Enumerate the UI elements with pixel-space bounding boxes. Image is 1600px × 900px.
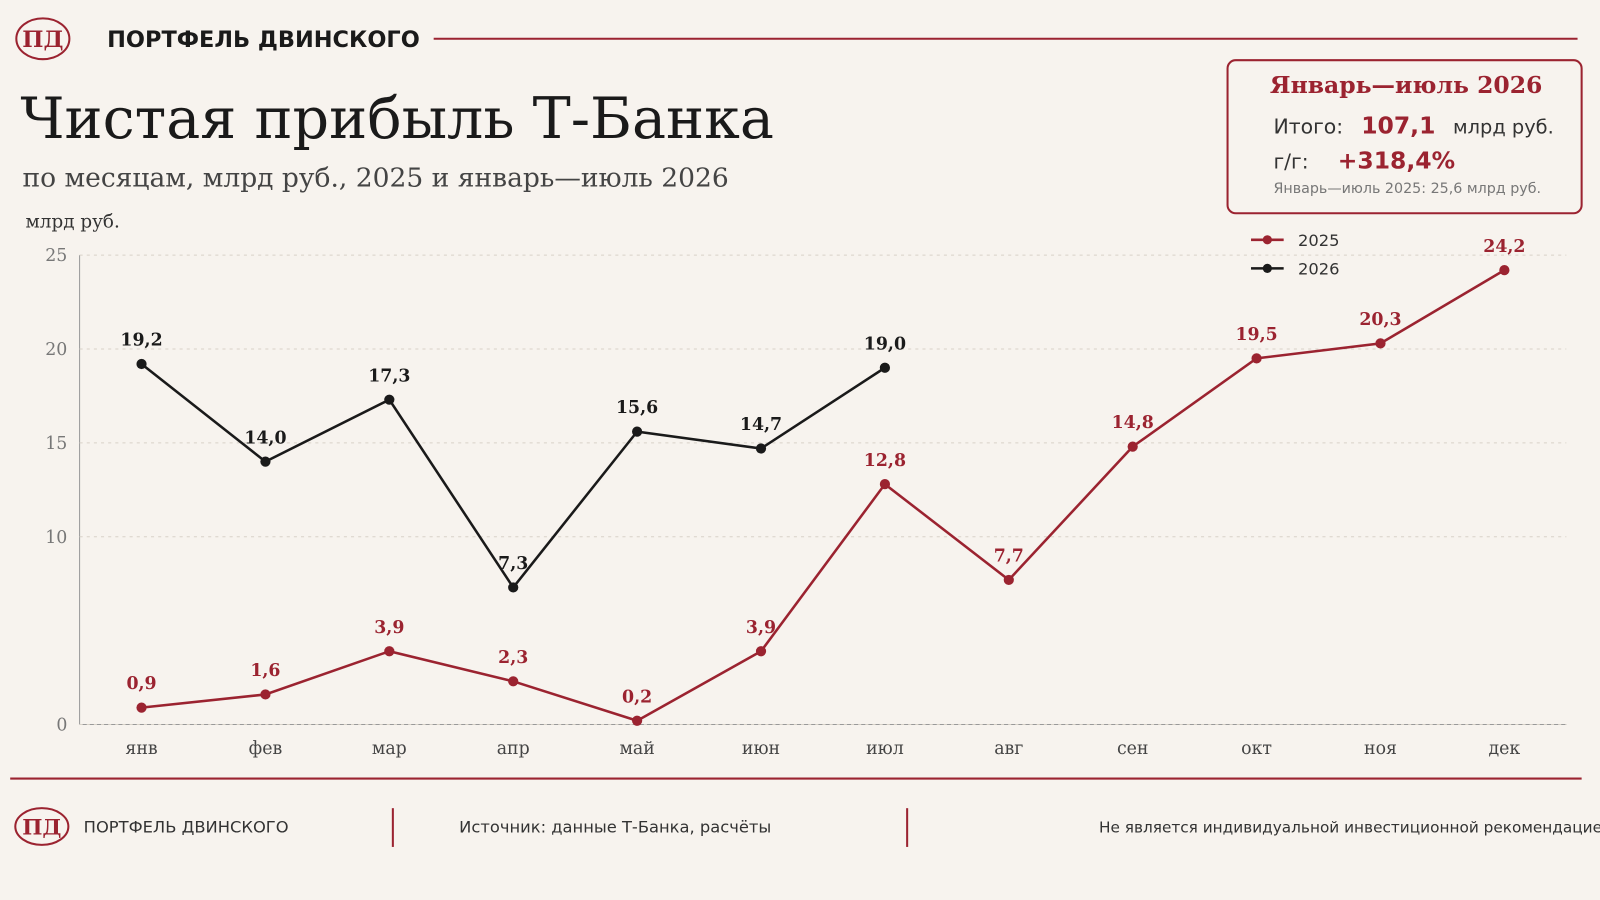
legend-marker: [1262, 263, 1272, 273]
data-label: 3,9: [746, 618, 776, 638]
x-tick-label: июл: [866, 739, 904, 759]
footer-logo: ПД: [22, 816, 61, 841]
x-tick-label: авг: [994, 739, 1023, 759]
data-label: 0,9: [126, 674, 156, 694]
point: [1003, 574, 1014, 586]
point: [1127, 441, 1138, 452]
yoy-value: +318,4%: [1338, 146, 1455, 174]
point: [384, 394, 395, 405]
point: [1251, 353, 1262, 364]
data-label: 0,2: [622, 687, 652, 707]
total-value: 107,1: [1361, 112, 1435, 140]
total-unit: млрд руб.: [1453, 116, 1554, 139]
data-label: 14,7: [740, 415, 782, 435]
chart-subtitle: по месяцам, млрд руб., 2025 и январь—июл…: [22, 163, 728, 194]
data-label: 19,0: [864, 334, 906, 354]
footer-logo-ring: [14, 807, 70, 846]
x-tick-label: окт: [1241, 739, 1272, 759]
data-label: 3,9: [374, 618, 404, 638]
point: [1499, 265, 1510, 276]
summary-box: [1226, 59, 1583, 215]
point: [755, 443, 767, 454]
summary-title: Январь—июль 2026: [1270, 71, 1542, 99]
point: [508, 582, 519, 593]
point: [632, 426, 643, 437]
data-label: 14,0: [244, 428, 286, 448]
y-tick-label: 20: [45, 340, 67, 360]
yoy-label: г/г:: [1273, 149, 1308, 173]
x-tick-label: май: [619, 739, 654, 759]
x-tick-label: апр: [497, 739, 530, 759]
footer-brand: ПОРТФЕЛЬ ДВИНСКОГО: [84, 818, 289, 837]
point: [632, 715, 643, 726]
x-tick-label: сен: [1117, 739, 1149, 759]
y-tick-label: 10: [45, 528, 67, 548]
summary-note: Январь—июль 2025: 25,6 млрд руб.: [1273, 181, 1541, 197]
x-tick-label: ноя: [1364, 739, 1397, 759]
x-tick-label: дек: [1488, 739, 1520, 759]
brand: ПОРТФЕЛЬ ДВИНСКОГО: [107, 27, 420, 53]
x-tick-label: июн: [742, 739, 780, 759]
logo-ring: [15, 17, 71, 61]
point: [1375, 338, 1386, 349]
chart-title: Чистая прибыль Т-Банка: [20, 86, 773, 152]
y-axis-label: млрд руб.: [26, 212, 120, 233]
data-label: 24,2: [1483, 237, 1525, 257]
data-label: 14,8: [1112, 413, 1154, 433]
series-line: [141, 269, 1506, 723]
point: [755, 646, 767, 657]
legend-label: 2026: [1298, 259, 1340, 278]
legend-label: 2025: [1298, 231, 1340, 250]
point: [879, 362, 891, 373]
y-tick-label: 15: [45, 434, 67, 454]
data-label: 19,2: [120, 331, 162, 351]
legend-marker: [1262, 235, 1272, 245]
point: [136, 358, 147, 370]
data-label: 7,7: [994, 547, 1024, 567]
data-label: 1,6: [250, 661, 280, 681]
point: [384, 646, 395, 657]
point: [136, 702, 147, 713]
data-label: 20,3: [1359, 310, 1401, 330]
point: [260, 689, 271, 700]
data-label: 19,5: [1235, 325, 1277, 345]
point: [508, 676, 519, 687]
data-label: 7,3: [498, 554, 528, 574]
x-tick-label: янв: [125, 739, 157, 759]
data-label: 12,8: [864, 451, 906, 471]
total-label: Итого:: [1273, 115, 1343, 139]
footer-disclaimer: Не является индивидуальной инвестиционно…: [1099, 819, 1600, 837]
data-label: 2,3: [498, 648, 528, 668]
logo: ПД: [22, 27, 63, 53]
y-tick-label: 25: [45, 246, 67, 266]
x-tick-label: фев: [249, 739, 283, 759]
point: [879, 479, 891, 490]
y-tick-label: 0: [56, 716, 67, 736]
data-label: 15,6: [616, 398, 658, 418]
data-label: 17,3: [368, 366, 410, 386]
footer-source: Источник: данные Т-Банка, расчёты: [459, 818, 771, 837]
point: [260, 456, 271, 467]
x-tick-label: мар: [372, 739, 407, 759]
